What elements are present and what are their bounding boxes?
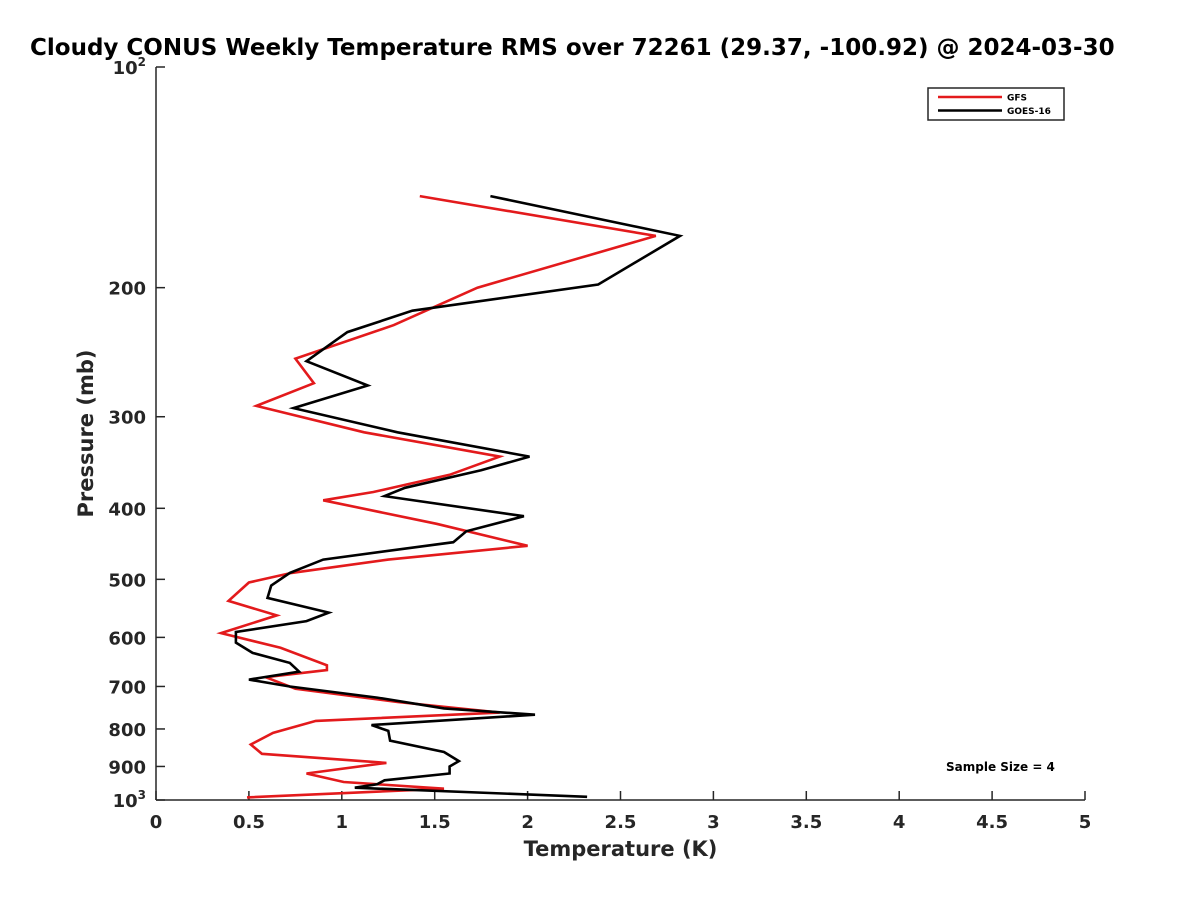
x-tick-label: 0.5 — [233, 812, 265, 833]
series-lines — [216, 194, 684, 799]
y-tick-label: 102 — [113, 55, 146, 79]
y-tick-label: 800 — [108, 720, 146, 741]
y-tick-exponent: 2 — [138, 55, 146, 69]
x-tick-label: 4.5 — [976, 812, 1008, 833]
x-tick-label: 3.5 — [790, 812, 822, 833]
y-tick-exponent: 3 — [138, 788, 146, 802]
series-line-gfs — [216, 194, 657, 799]
sample-size-annotation: Sample Size = 4 — [946, 760, 1055, 774]
x-tick-label: 4 — [893, 812, 906, 833]
legend: GFS GOES-16 — [927, 87, 1065, 121]
legend-box — [927, 87, 1065, 121]
x-tick-label: 1.5 — [419, 812, 451, 833]
x-axis-ticks: 0 0.5 1 1.5 2 2.5 3 3.5 4 4.5 5 — [150, 791, 1092, 833]
y-tick-label: 600 — [108, 628, 146, 649]
y-tick-label: 300 — [108, 408, 146, 429]
y-tick-base: 10 — [113, 58, 138, 79]
x-axis-label: Temperature (K) — [524, 837, 718, 861]
legend-items: GFS GOES-16 — [938, 94, 1051, 117]
y-tick-label: 200 — [108, 279, 146, 300]
plot-area: 0 0.5 1 1.5 2 2.5 3 3.5 4 4.5 5 102200300400500600… — [108, 55, 1091, 833]
legend-label: GFS — [1007, 94, 1027, 104]
y-tick-label: 103 — [113, 788, 146, 812]
y-axis-label: Pressure (mb) — [74, 350, 98, 518]
series-line-goes-16 — [234, 194, 684, 799]
x-tick-label: 3 — [707, 812, 720, 833]
y-tick-label: 900 — [108, 757, 146, 778]
y-tick-base: 10 — [113, 791, 138, 812]
y-tick-label: 700 — [108, 677, 146, 698]
x-tick-label: 5 — [1079, 812, 1092, 833]
x-tick-label: 1 — [336, 812, 349, 833]
x-tick-label: 2 — [521, 812, 534, 833]
y-tick-label: 500 — [108, 570, 146, 591]
chart-title: Cloudy CONUS Weekly Temperature RMS over… — [30, 35, 1115, 61]
legend-label: GOES-16 — [1007, 107, 1051, 117]
x-tick-label: 2.5 — [605, 812, 637, 833]
y-tick-label: 400 — [108, 499, 146, 520]
x-tick-label: 0 — [150, 812, 163, 833]
